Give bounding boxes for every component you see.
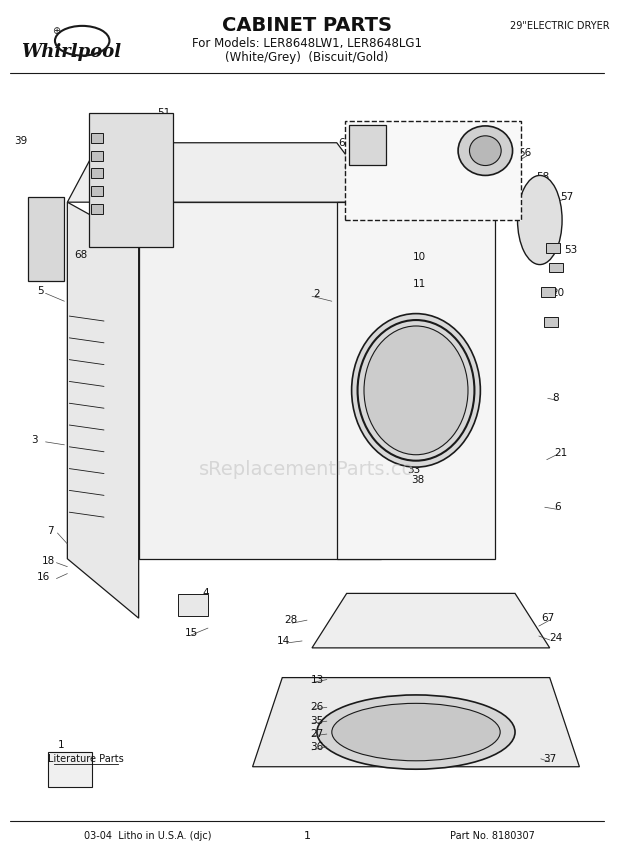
Bar: [48, 752, 92, 787]
Text: 33: 33: [407, 465, 420, 474]
Text: 59: 59: [507, 140, 521, 151]
Text: ⊕: ⊕: [53, 26, 61, 36]
Text: 37: 37: [542, 754, 556, 764]
Bar: [91, 169, 103, 178]
Text: 58: 58: [536, 172, 549, 182]
Text: 14: 14: [277, 636, 290, 646]
Text: 24: 24: [550, 633, 563, 643]
Ellipse shape: [469, 136, 501, 165]
Bar: [549, 263, 562, 272]
Text: 03-04  Litho in U.S.A. (djc): 03-04 Litho in U.S.A. (djc): [84, 831, 211, 841]
Text: 36: 36: [311, 742, 324, 752]
Text: 6: 6: [555, 502, 561, 512]
Text: 68: 68: [74, 250, 88, 259]
Text: 2: 2: [314, 289, 321, 300]
Text: Literature Parts: Literature Parts: [48, 754, 124, 764]
Polygon shape: [89, 113, 174, 247]
Bar: [546, 243, 560, 253]
Text: 3: 3: [31, 435, 38, 445]
Text: (White/Grey)  (Biscuit/Gold): (White/Grey) (Biscuit/Gold): [225, 51, 389, 64]
Polygon shape: [139, 202, 381, 559]
Text: 20: 20: [552, 288, 565, 298]
Text: Part No. 8180307: Part No. 8180307: [450, 831, 535, 841]
Text: 28: 28: [285, 615, 298, 625]
Bar: [91, 133, 103, 143]
Text: 39: 39: [14, 136, 28, 146]
Text: sReplacementParts.co: sReplacementParts.co: [199, 460, 415, 479]
Text: 5: 5: [37, 286, 43, 296]
Ellipse shape: [364, 326, 468, 455]
Bar: [91, 204, 103, 214]
Text: 56: 56: [518, 147, 531, 158]
Text: 8: 8: [552, 393, 559, 403]
Ellipse shape: [332, 704, 500, 761]
Text: 40: 40: [137, 120, 150, 130]
Text: 11: 11: [412, 279, 425, 289]
Text: 51: 51: [157, 108, 170, 118]
Polygon shape: [348, 125, 386, 164]
Text: 19: 19: [383, 355, 396, 366]
Text: 13: 13: [311, 675, 324, 685]
Text: 35: 35: [311, 716, 324, 726]
Text: CABINET PARTS: CABINET PARTS: [222, 16, 392, 35]
Text: 67: 67: [541, 613, 554, 623]
Text: 1: 1: [58, 740, 64, 750]
Text: 53: 53: [565, 245, 578, 255]
Polygon shape: [252, 678, 580, 767]
Text: 4: 4: [203, 588, 210, 598]
Bar: [91, 151, 103, 161]
Text: 15: 15: [185, 628, 198, 638]
Text: 64: 64: [338, 138, 352, 148]
Polygon shape: [68, 202, 139, 618]
Bar: [179, 594, 208, 616]
Text: Whirlpool: Whirlpool: [21, 43, 122, 61]
Polygon shape: [312, 593, 550, 648]
Bar: [345, 121, 521, 220]
Text: 18: 18: [42, 556, 55, 566]
Text: 26: 26: [311, 702, 324, 712]
Text: 63: 63: [343, 163, 356, 173]
Text: 1: 1: [304, 831, 311, 841]
Polygon shape: [337, 202, 495, 559]
Bar: [541, 288, 555, 297]
Text: 27: 27: [311, 729, 324, 739]
Text: 62: 62: [383, 175, 396, 186]
Polygon shape: [28, 197, 64, 282]
Text: 41: 41: [89, 225, 103, 235]
Text: 16: 16: [37, 572, 50, 581]
Ellipse shape: [458, 126, 513, 175]
Text: 21: 21: [555, 448, 568, 458]
Text: For Models: LER8648LW1, LER8648LG1: For Models: LER8648LW1, LER8648LG1: [192, 37, 422, 51]
Bar: [544, 317, 557, 327]
Text: 57: 57: [560, 193, 574, 202]
Ellipse shape: [352, 313, 480, 467]
Text: 10: 10: [412, 252, 425, 262]
Text: 7: 7: [47, 526, 53, 536]
Text: 38: 38: [411, 474, 425, 484]
Ellipse shape: [317, 695, 515, 770]
Ellipse shape: [518, 175, 562, 265]
Polygon shape: [68, 143, 381, 202]
Text: 29"ELECTRIC DRYER: 29"ELECTRIC DRYER: [510, 21, 609, 31]
Text: 23: 23: [407, 438, 420, 448]
Text: 17: 17: [110, 116, 123, 126]
Bar: [91, 187, 103, 196]
